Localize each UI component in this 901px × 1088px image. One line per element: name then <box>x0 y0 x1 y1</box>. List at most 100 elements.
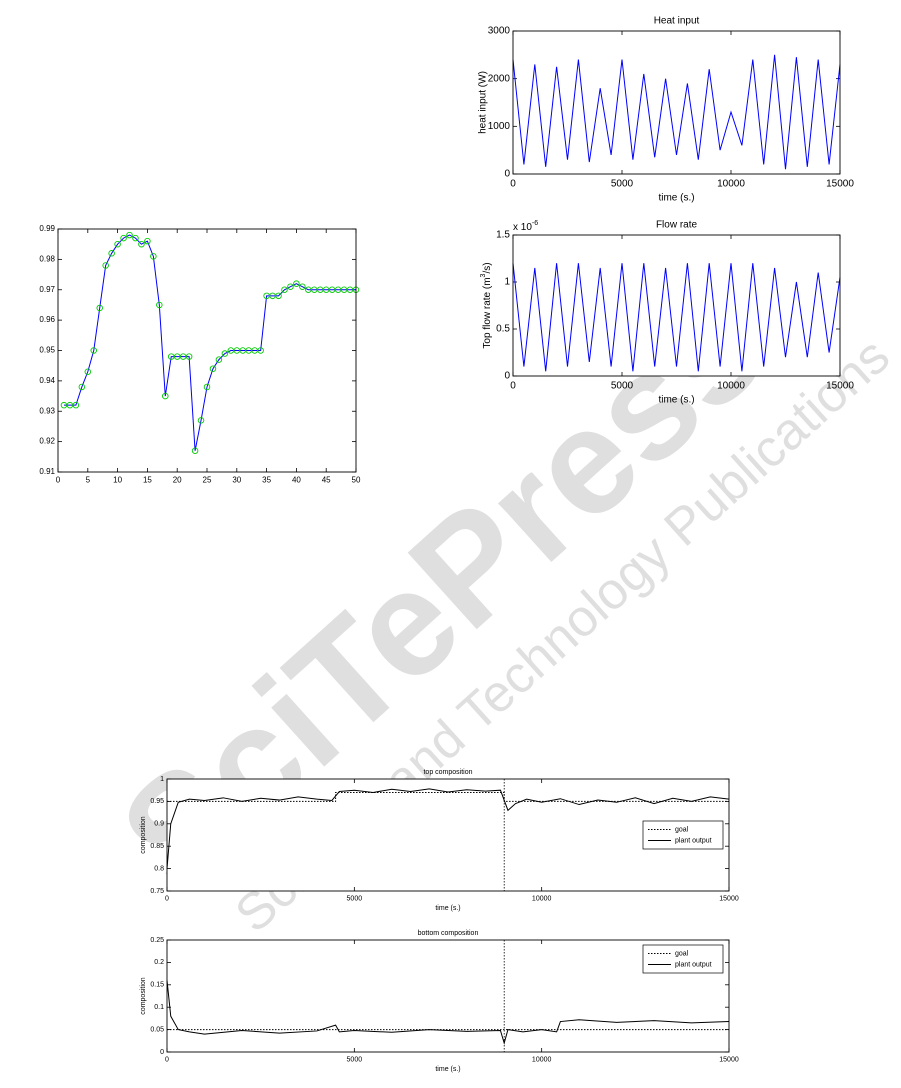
y-tick-label: 0.2 <box>154 959 164 966</box>
data-point <box>150 253 157 260</box>
y-tick-label: 0.97 <box>39 285 55 294</box>
y-tick-label: 0.85 <box>150 843 164 850</box>
data-point <box>102 262 109 269</box>
y-tick-label: 0.91 <box>39 467 55 476</box>
data-point <box>84 368 92 376</box>
data-point <box>197 417 205 424</box>
y-tick-label: 0.95 <box>150 798 164 805</box>
x-axis-label: time (s.) <box>658 395 694 406</box>
x-tick-label: 30 <box>232 476 241 485</box>
data-line <box>63 234 356 451</box>
legend-label: goal <box>675 950 689 957</box>
x-tick-label: 15000 <box>826 381 854 392</box>
data-point <box>257 347 264 354</box>
data-point <box>209 365 217 372</box>
axes-frame <box>166 939 730 1053</box>
y-tick-label: 0 <box>504 169 510 180</box>
chart: top composition time (s.) composition 0 5000… <box>140 769 739 912</box>
chart-title: Heat input <box>654 16 700 27</box>
y-axis-label-part: Top flow rate (m <box>482 277 493 348</box>
x-tick-label: 10 <box>113 476 122 485</box>
y-tick-label: 0.96 <box>39 315 55 324</box>
chart: Flow rate time (s.) Top flow rate (m3/s) x … <box>480 220 854 406</box>
x-tick-label: 5000 <box>611 381 634 392</box>
data-point <box>138 240 145 248</box>
y-tick-label: 0.75 <box>150 888 164 895</box>
y-tick-label: 1.5 <box>496 230 510 241</box>
legend-label: goal <box>675 826 689 833</box>
y-tick-label: 0.25 <box>150 937 164 944</box>
y-tick-label: 0.8 <box>154 865 164 872</box>
y-tick-label: 0.05 <box>150 1026 164 1033</box>
axis-multiplier-part: -6 <box>532 220 538 227</box>
y-tick-label: 0 <box>504 371 510 382</box>
x-axis-label: time (s.) <box>658 193 694 204</box>
data-point <box>78 383 86 391</box>
y-tick-label: 0.1 <box>154 1004 164 1011</box>
y-tick-label: 0.95 <box>39 346 55 355</box>
axes-frame <box>57 228 357 473</box>
chart: Heat input time (s.) heat input (W) 0 5000 10… <box>478 16 855 204</box>
y-tick-label: 0 <box>160 1049 164 1056</box>
axes-frame <box>512 30 841 175</box>
data-point <box>281 286 288 294</box>
x-tick-label: 0 <box>56 476 61 485</box>
legend-label: plant output <box>675 837 712 844</box>
legend-box <box>642 820 724 850</box>
plot-area <box>58 229 356 472</box>
x-tick-label: 15000 <box>826 179 854 190</box>
x-tick-label: 0 <box>510 381 516 392</box>
x-tick-label: 10000 <box>532 1056 552 1063</box>
x-tick-label: 0 <box>510 179 516 190</box>
data-point <box>144 237 151 245</box>
data-line <box>166 788 730 869</box>
y-tick-label: 0.15 <box>150 982 164 989</box>
x-tick-label: 10000 <box>717 381 745 392</box>
x-tick-label: 45 <box>322 476 331 485</box>
chart: 0 5 10 15 20 25 30 35 40 45 50 0.91 0.92 0.93 0.94 0.95… <box>39 224 361 484</box>
chart-title: Flow rate <box>656 220 698 231</box>
y-tick-label: 0.99 <box>39 224 55 233</box>
plot-area <box>513 235 840 376</box>
x-tick-label: 0 <box>165 895 169 902</box>
data-point <box>156 301 163 309</box>
y-tick-label: 0.9 <box>154 821 164 828</box>
axes-frame <box>166 778 730 892</box>
data-point <box>72 401 80 409</box>
data-point <box>114 240 121 248</box>
chart: bottom composition time (s.) composition 0 5… <box>140 930 739 1073</box>
axis-multiplier: x 10-6 <box>513 220 538 233</box>
x-tick-label: 50 <box>352 476 361 485</box>
x-tick-label: 5 <box>86 476 91 485</box>
data-point <box>287 283 294 290</box>
data-point <box>108 250 115 257</box>
data-point <box>90 347 98 354</box>
legend-box <box>642 944 724 974</box>
x-tick-label: 25 <box>203 476 212 485</box>
data-point <box>299 283 306 290</box>
y-tick-label: 1 <box>160 776 164 783</box>
data-point <box>215 356 223 363</box>
y-tick-label: 2000 <box>488 73 511 84</box>
data-point <box>275 292 282 300</box>
plot-area <box>167 940 729 1052</box>
y-axis-label: Top flow rate (m3/s) <box>480 262 493 348</box>
axes-frame <box>512 234 841 377</box>
data-line <box>512 263 841 372</box>
legend-label: plant output <box>675 961 712 968</box>
axis-multiplier-part: x 10 <box>513 222 532 233</box>
x-tick-label: 15 <box>143 476 152 485</box>
y-tick-label: 0.93 <box>39 406 55 415</box>
data-point <box>185 353 193 360</box>
y-tick-label: 0.98 <box>39 254 55 263</box>
data-point <box>203 383 211 391</box>
y-tick-label: 1 <box>504 277 510 288</box>
x-axis-label: time (s.) <box>435 905 460 912</box>
y-axis-label: composition <box>140 816 147 853</box>
y-axis-label: composition <box>140 977 147 1014</box>
x-tick-label: 10000 <box>532 895 552 902</box>
data-line <box>512 54 841 170</box>
data-line <box>167 791 729 802</box>
x-axis-label: time (s.) <box>435 1066 460 1073</box>
